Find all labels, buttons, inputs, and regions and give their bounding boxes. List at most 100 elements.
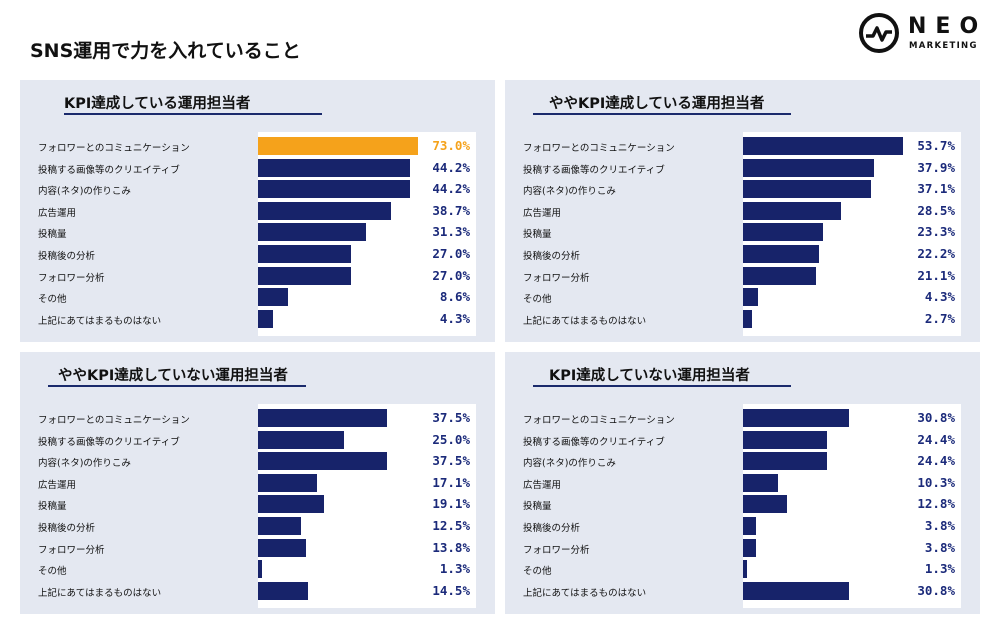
category-label: フォロワーとのコミュニケーション [38, 415, 190, 426]
value-label: 17.1% [432, 474, 470, 490]
chart-title: ややKPI達成していない運用担当者 [58, 368, 288, 384]
bar [258, 517, 302, 535]
category-label: フォロワー分析 [38, 272, 105, 284]
category-label: 内容(ネタ)の作りこみ [38, 458, 131, 470]
bar [743, 538, 757, 557]
bar [258, 266, 351, 285]
bar [743, 581, 850, 600]
bar [743, 180, 871, 199]
category-label: その他 [38, 566, 67, 578]
bar [258, 245, 351, 263]
value-label: 3.8% [924, 539, 955, 555]
category-label: 上記にあてはまるものはない [38, 315, 162, 327]
value-label: 1.3% [439, 561, 470, 577]
bar [743, 560, 748, 579]
value-label: 24.4% [917, 431, 955, 447]
bar [258, 180, 411, 199]
chart-title: KPI達成している運用担当者 [64, 96, 251, 112]
bar [258, 581, 308, 600]
bar [743, 288, 758, 307]
chart-title: KPI達成していない運用担当者 [549, 368, 750, 384]
neo-marketing-logo: NEO MARKETING [858, 12, 983, 56]
category-label: 投稿量 [523, 229, 552, 241]
neo-logo-mark-icon [859, 13, 899, 53]
chart-panel-somewhat-not-achieved: ややKPI達成していない運用担当者フォロワーとのコミュニケーション 37.5% 投稿… [20, 352, 495, 614]
category-label: フォロワーとのコミュニケーション [523, 143, 675, 154]
bar [258, 495, 324, 514]
bar [743, 309, 753, 328]
value-label: 22.2% [917, 246, 955, 261]
page-title: SNS運用で力を入れていること [24, 34, 307, 65]
bar [743, 430, 828, 449]
value-label: 73.0% [432, 138, 470, 153]
category-label: 上記にあてはまるものはない [523, 587, 647, 599]
bar [743, 473, 779, 492]
category-label: その他 [523, 294, 552, 306]
bar [743, 158, 874, 177]
value-label: 2.7% [924, 310, 955, 326]
category-label: 内容(ネタ)の作りこみ [523, 186, 616, 198]
title-underline [533, 385, 791, 387]
value-label: 53.7% [917, 138, 955, 153]
value-label: 31.3% [432, 224, 470, 240]
category-label: 投稿後の分析 [523, 251, 581, 262]
category-label: フォロワー分析 [523, 544, 590, 556]
category-label: 投稿後の分析 [523, 523, 581, 534]
bar [258, 538, 306, 557]
value-label: 13.8% [432, 539, 470, 555]
category-label: フォロワーとのコミュニケーション [38, 143, 190, 154]
category-label: 広告運用 [38, 479, 77, 491]
bar [743, 201, 842, 220]
category-label: その他 [523, 566, 552, 578]
category-label: その他 [38, 294, 67, 306]
value-label: 28.5% [917, 202, 955, 218]
category-label: 投稿する画像等のクリエイティブ [38, 164, 180, 176]
value-label: 44.2% [432, 181, 470, 197]
value-label: 37.1% [917, 181, 955, 197]
category-label: 上記にあてはまるものはない [523, 315, 647, 327]
category-label: フォロワーとのコミュニケーション [523, 415, 675, 426]
bar [258, 409, 388, 427]
category-label: 投稿量 [38, 501, 67, 513]
value-label: 12.8% [917, 496, 955, 512]
category-label: 投稿後の分析 [38, 251, 96, 262]
value-label: 4.3% [439, 310, 470, 326]
value-label: 37.5% [432, 410, 470, 425]
category-label: フォロワー分析 [38, 544, 105, 556]
value-label: 8.6% [439, 289, 470, 305]
category-label: 投稿する画像等のクリエイティブ [523, 436, 665, 448]
category-label: 投稿する画像等のクリエイティブ [38, 436, 180, 448]
value-label: 37.9% [917, 159, 955, 175]
chart-title: ややKPI達成している運用担当者 [549, 96, 765, 112]
value-label: 23.3% [917, 224, 955, 240]
chart-panel-somewhat-achieved: ややKPI達成している運用担当者フォロワーとのコミュニケーション 53.7% 投稿す… [505, 80, 980, 342]
value-label: 24.4% [917, 453, 955, 469]
logo-subtext: MARKETING [909, 41, 978, 51]
value-label: 21.1% [917, 267, 955, 283]
category-label: 広告運用 [523, 207, 562, 219]
category-label: 投稿後の分析 [38, 523, 96, 534]
value-label: 10.3% [917, 474, 955, 490]
bar [743, 517, 757, 535]
value-label: 25.0% [432, 431, 470, 447]
value-label: 30.8% [917, 410, 955, 425]
bar [258, 309, 273, 328]
value-label: 27.0% [432, 246, 470, 261]
bar [258, 452, 388, 471]
value-label: 38.7% [432, 202, 470, 218]
bar [258, 473, 317, 492]
bar [258, 201, 392, 220]
chart-panel-kpi-achieved: KPI達成している運用担当者フォロワーとのコミュニケーション 73.0% 投稿する画… [20, 80, 495, 342]
category-label: 内容(ネタ)の作りこみ [38, 186, 131, 198]
title-underline [64, 113, 322, 115]
bar [258, 158, 411, 177]
value-label: 44.2% [432, 159, 470, 175]
category-label: フォロワー分析 [523, 272, 590, 284]
category-label: 投稿する画像等のクリエイティブ [523, 164, 665, 176]
bar [743, 409, 850, 427]
value-label: 3.8% [924, 518, 955, 533]
bar [743, 245, 820, 263]
bar [258, 288, 288, 307]
bar [743, 223, 824, 242]
value-label: 19.1% [432, 496, 470, 512]
